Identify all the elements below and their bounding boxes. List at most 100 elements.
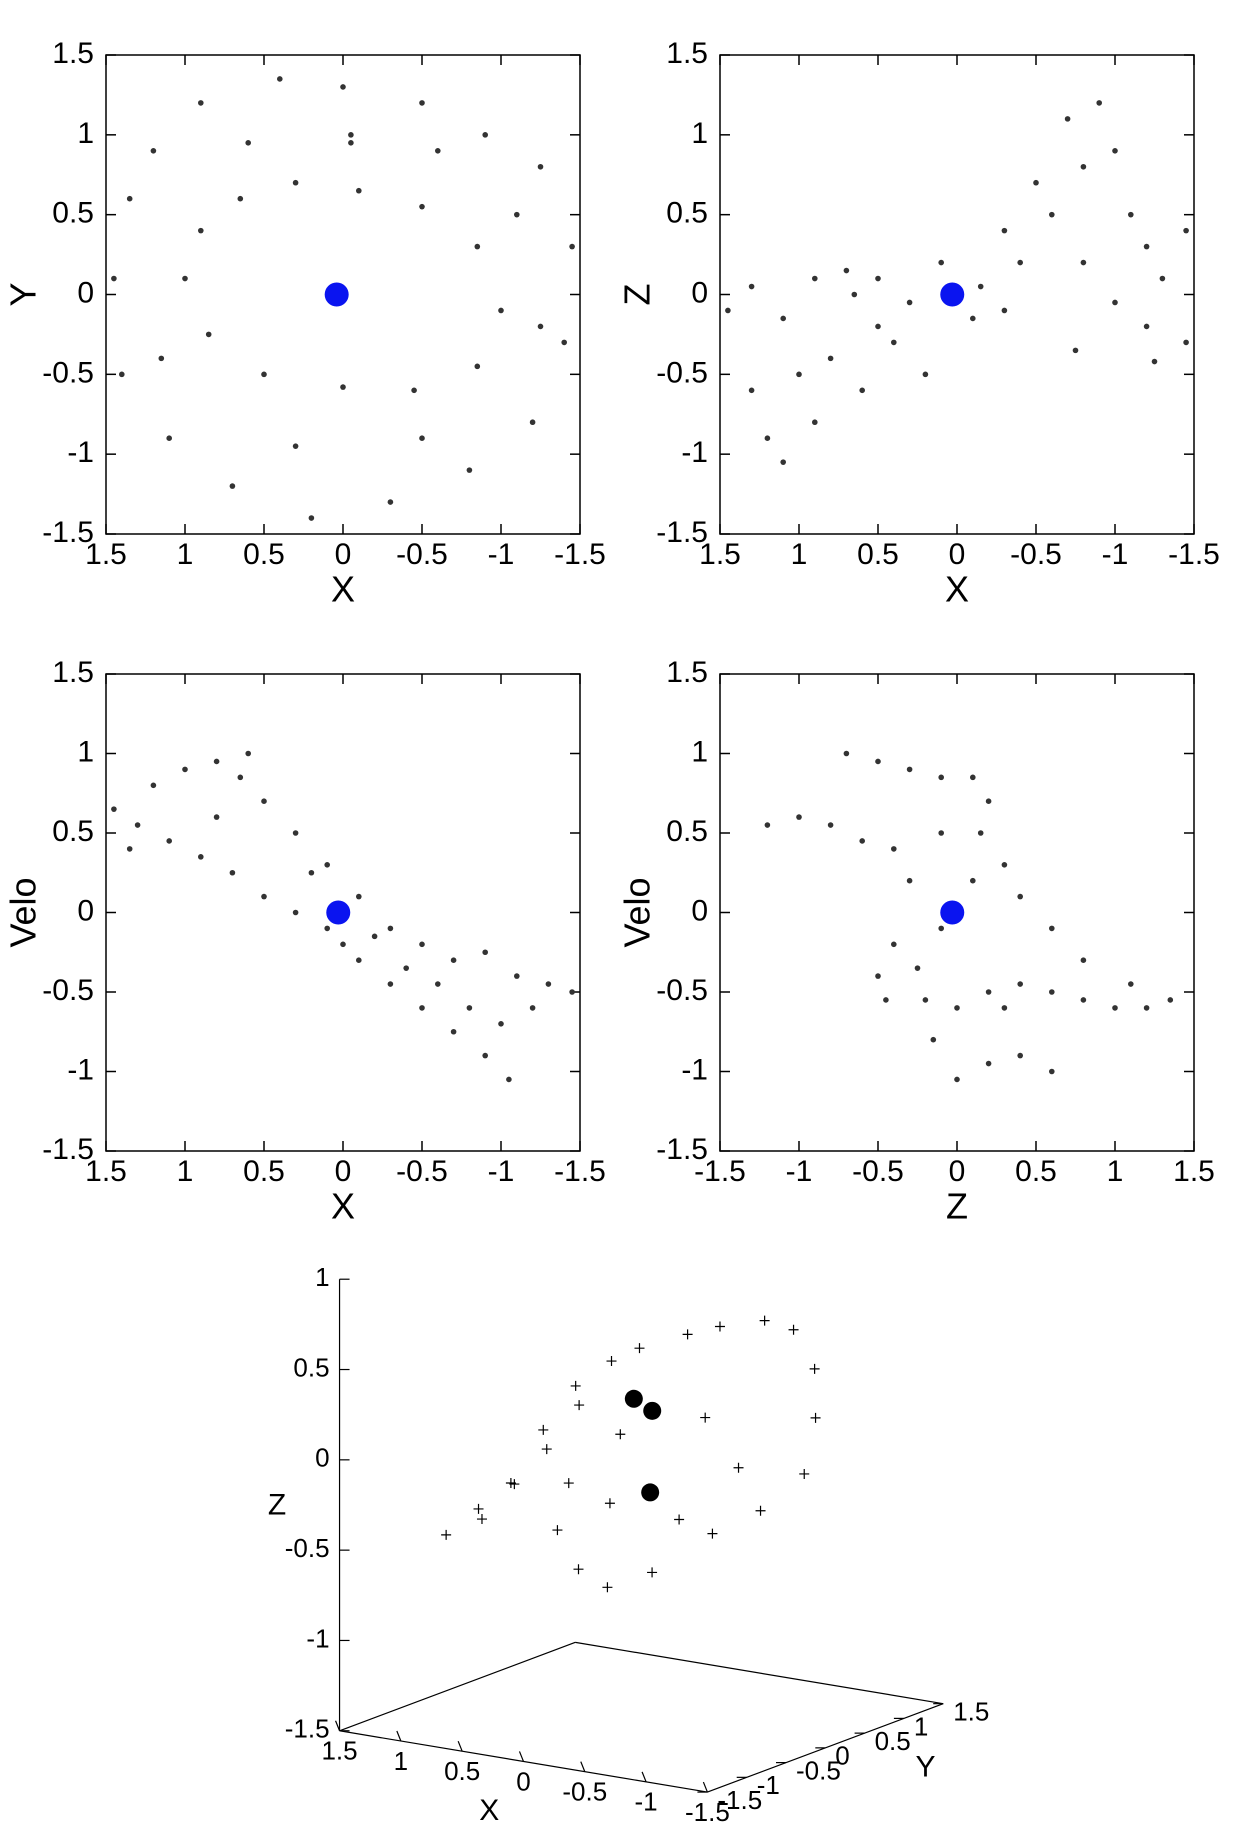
point: [714, 1321, 725, 1332]
point: [198, 100, 204, 106]
point: [891, 941, 897, 948]
point: [906, 299, 913, 306]
point: [827, 822, 834, 828]
point: [977, 283, 984, 290]
point: [875, 758, 881, 765]
base-edge: [339, 1641, 576, 1732]
point: [755, 1505, 766, 1516]
x-axis-label: Z: [946, 1186, 968, 1227]
y-tick-label: -1: [67, 1053, 94, 1086]
point: [474, 363, 481, 370]
point: [1064, 116, 1071, 122]
point: [1033, 179, 1039, 186]
point: [261, 893, 267, 900]
point: [954, 1076, 960, 1083]
x-tick-label: 0.5: [243, 1155, 285, 1188]
point: [498, 307, 504, 314]
x-tick-label: -0.5: [396, 1155, 448, 1188]
point: [799, 1468, 810, 1479]
point: [126, 846, 133, 852]
y-tick-label: 0.5: [875, 1726, 911, 1756]
point: [237, 195, 244, 202]
point: [1080, 997, 1087, 1003]
y-tick-label: 1: [691, 117, 708, 150]
point: [725, 307, 731, 314]
y-tick-label: -0.5: [656, 974, 708, 1007]
x-tick-label: 1: [177, 1155, 194, 1188]
point: [340, 384, 346, 390]
point: [474, 243, 481, 250]
x-tick: [518, 1751, 525, 1762]
point: [827, 355, 834, 362]
x-tick-label: -1: [1102, 538, 1129, 571]
point: [1112, 148, 1118, 154]
point: [707, 1528, 718, 1539]
y-tick-label: -1: [681, 436, 708, 469]
sphere: [643, 1401, 662, 1420]
sphere: [624, 1389, 643, 1408]
point: [606, 1356, 617, 1367]
x-tick-label: -0.5: [562, 1777, 607, 1807]
point: [700, 1412, 711, 1423]
point: [759, 1315, 770, 1326]
x-tick-label: 0.5: [857, 538, 899, 571]
point: [1001, 307, 1008, 314]
point: [930, 1036, 937, 1043]
z-tick-label: 1: [315, 1262, 329, 1292]
point: [1112, 299, 1118, 306]
point: [356, 957, 362, 963]
point: [419, 435, 425, 442]
y-tick-label: 1.5: [953, 1697, 989, 1727]
point: [970, 315, 976, 322]
x-tick-label: -0.5: [852, 1155, 904, 1188]
point: [1001, 227, 1008, 234]
point: [788, 1324, 799, 1335]
y-axis-label: Velo: [3, 877, 44, 947]
point: [1143, 243, 1150, 250]
point: [748, 283, 755, 290]
point: [1096, 100, 1102, 106]
point: [441, 1529, 452, 1540]
point: [780, 315, 786, 322]
point: [205, 331, 212, 338]
point: [1143, 1005, 1150, 1011]
point: [466, 467, 473, 473]
y-tick-label: 1: [77, 117, 94, 150]
z-tick-label: 0.5: [293, 1352, 329, 1382]
x-tick-label: 1.5: [85, 538, 127, 571]
point: [482, 132, 489, 138]
z-tick-label: -0.5: [285, 1533, 330, 1563]
z-axis-label: Z: [268, 1489, 286, 1522]
point: [450, 1028, 457, 1035]
y-tick-label: -0.5: [42, 974, 94, 1007]
y-axis-label: Z: [617, 284, 658, 306]
point: [538, 1424, 549, 1435]
x-tick: [334, 1720, 341, 1731]
point: [977, 830, 984, 836]
point: [1151, 358, 1158, 365]
point: [1167, 997, 1174, 1003]
point: [1159, 275, 1166, 282]
point: [883, 997, 889, 1003]
point: [403, 965, 410, 971]
point: [780, 459, 786, 465]
point: [875, 973, 881, 979]
y-tick-label: 0: [835, 1741, 849, 1771]
x-tick-label: 1: [177, 538, 194, 571]
point: [245, 140, 251, 146]
y-axis-label: Y: [3, 282, 44, 306]
point: [1128, 981, 1134, 987]
y-tick-label: 1.5: [666, 37, 708, 70]
y-tick-label: -1.5: [42, 1133, 94, 1166]
point: [809, 1363, 820, 1374]
y-tick-label: 0: [691, 894, 708, 927]
point: [150, 782, 157, 789]
y-tick-label: 1.5: [52, 37, 94, 70]
y-tick-label: 0: [77, 894, 94, 927]
point: [387, 981, 394, 987]
point: [569, 989, 575, 995]
point: [411, 387, 417, 394]
point: [158, 355, 165, 362]
y-tick-label: 0.5: [666, 197, 708, 230]
point: [292, 909, 299, 916]
